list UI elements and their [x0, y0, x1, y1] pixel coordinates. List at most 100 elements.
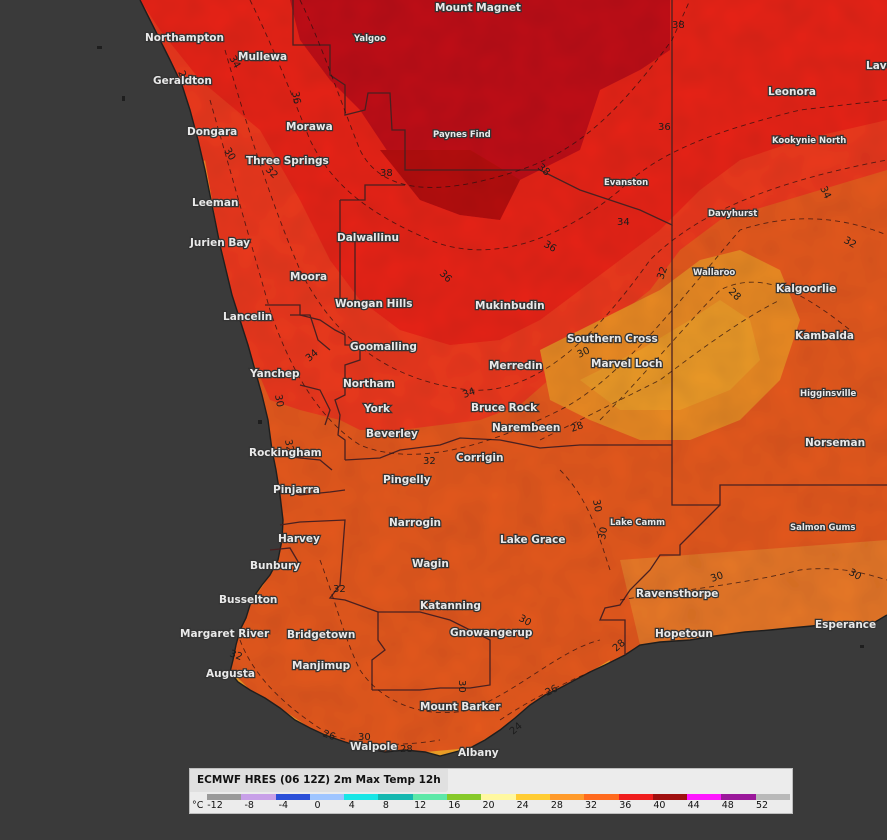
- legend-unit: °C: [192, 800, 204, 811]
- place-label: Bridgetown: [287, 629, 355, 641]
- legend-swatch: [412, 794, 448, 800]
- svg-text:32: 32: [423, 456, 436, 467]
- place-label: Leonora: [768, 86, 816, 98]
- legend-swatch: [241, 794, 276, 800]
- svg-text:30: 30: [272, 394, 285, 408]
- place-label: Beverley: [366, 428, 418, 440]
- legend-tick-label: 24: [516, 800, 529, 811]
- place-label: Wagin: [412, 558, 449, 570]
- islands: [97, 46, 864, 648]
- place-label: Gnowangerup: [450, 627, 533, 639]
- isotherms: [209, 0, 887, 745]
- place-label: Wongan Hills: [335, 298, 412, 310]
- legend-swatch: [447, 794, 482, 800]
- place-label: Lancelin: [223, 311, 272, 323]
- svg-text:26: 26: [544, 683, 560, 698]
- place-label: Albany: [458, 747, 499, 759]
- place-label: Narrogin: [389, 517, 441, 529]
- svg-text:36: 36: [289, 91, 302, 105]
- shire-borders: [265, 0, 887, 691]
- place-label: Goomalling: [350, 341, 417, 353]
- legend-tick-label: 0: [314, 800, 321, 811]
- legend-tick-label: -8: [244, 800, 254, 811]
- svg-text:32: 32: [282, 439, 295, 453]
- place-label: Norseman: [805, 437, 865, 449]
- legend-swatch: [309, 794, 345, 800]
- legend-tick-label: 48: [721, 800, 734, 811]
- legend-tick-label: 44: [687, 800, 700, 811]
- svg-text:28: 28: [400, 744, 413, 755]
- svg-text:34: 34: [617, 217, 630, 228]
- svg-text:34: 34: [817, 185, 832, 201]
- legend-tick-label: 20: [482, 800, 495, 811]
- legend-swatch: [584, 794, 619, 800]
- svg-text:30: 30: [597, 526, 610, 540]
- place-label: Ravensthorpe: [636, 588, 718, 600]
- svg-text:36: 36: [658, 122, 671, 133]
- place-label: Leeman: [192, 197, 238, 209]
- place-label: Augusta: [206, 668, 255, 680]
- place-label: Northampton: [145, 32, 224, 44]
- place-label: Walpole: [350, 741, 397, 753]
- place-label: Yalgoo: [353, 34, 386, 44]
- place-label: Salmon Gums: [790, 523, 855, 533]
- place-label: Busselton: [219, 594, 277, 606]
- legend-tick-label: -12: [207, 800, 223, 811]
- place-label: Manjimup: [292, 660, 351, 672]
- place-label: Moora: [290, 271, 327, 283]
- place-label: Mount Barker: [420, 701, 501, 713]
- color-legend: ECMWF HRES (06 12Z) 2m Max Temp 12h °C -…: [189, 768, 793, 814]
- place-label: Morawa: [286, 121, 333, 133]
- place-label: Dalwallinu: [337, 232, 399, 244]
- place-label: Davyhurst: [708, 209, 757, 219]
- svg-text:30: 30: [358, 732, 371, 743]
- legend-swatch: [721, 794, 756, 800]
- svg-text:32: 32: [655, 265, 670, 281]
- place-label: Merredin: [489, 360, 543, 372]
- legend-swatch: [275, 794, 310, 800]
- place-label: Kalgoorlie: [776, 283, 836, 295]
- legend-color-bar: [207, 794, 791, 800]
- legend-swatch: [755, 794, 791, 800]
- legend-swatch: [378, 794, 413, 800]
- place-label: Mount Magnet: [435, 2, 521, 14]
- svg-text:30: 30: [709, 570, 725, 585]
- svg-text:30: 30: [576, 345, 592, 360]
- svg-text:34: 34: [461, 386, 477, 401]
- legend-tick-label: 12: [414, 800, 427, 811]
- svg-text:26: 26: [321, 728, 337, 743]
- place-label: Hopetoun: [655, 628, 713, 640]
- legend-swatch: [687, 794, 722, 800]
- place-label: Pinjarra: [273, 484, 320, 496]
- place-label: Marvel Loch: [591, 358, 663, 370]
- legend-tick-label: 40: [653, 800, 666, 811]
- svg-text:30: 30: [590, 499, 603, 513]
- legend-tick-label: 32: [585, 800, 598, 811]
- svg-text:38: 38: [380, 168, 393, 179]
- legend-ticks: -12 -8 -4 0 4 8 12 16 20 24 28 32 36 40 44 48 52: [190, 800, 792, 813]
- place-label: Lake Camm: [610, 518, 665, 528]
- svg-text:38: 38: [672, 20, 685, 31]
- place-label: Harvey: [278, 533, 320, 545]
- svg-text:32: 32: [228, 648, 244, 663]
- place-label: Mullewa: [238, 51, 287, 63]
- contour-labels: 38 38 38 34 36 28 30 32 36 34 32 34 36 3…: [175, 20, 863, 755]
- legend-tick-label: 8: [382, 800, 389, 811]
- place-label: Esperance: [815, 619, 876, 631]
- legend-swatch: [618, 794, 653, 800]
- svg-text:28: 28: [175, 69, 190, 85]
- legend-tick-label: 28: [550, 800, 563, 811]
- place-label: Corrigin: [456, 452, 503, 464]
- legend-swatch: [515, 794, 550, 800]
- legend-swatch: [481, 794, 516, 800]
- place-label: Kookynie North: [772, 136, 846, 146]
- place-label: Katanning: [420, 600, 481, 612]
- place-label: Rockingham: [249, 447, 322, 459]
- place-label: Dongara: [187, 126, 237, 138]
- legend-swatch: [207, 794, 242, 800]
- place-label: Higginsville: [800, 389, 857, 399]
- place-label: Wallaroo: [693, 268, 735, 278]
- place-label: Geraldton: [153, 75, 212, 87]
